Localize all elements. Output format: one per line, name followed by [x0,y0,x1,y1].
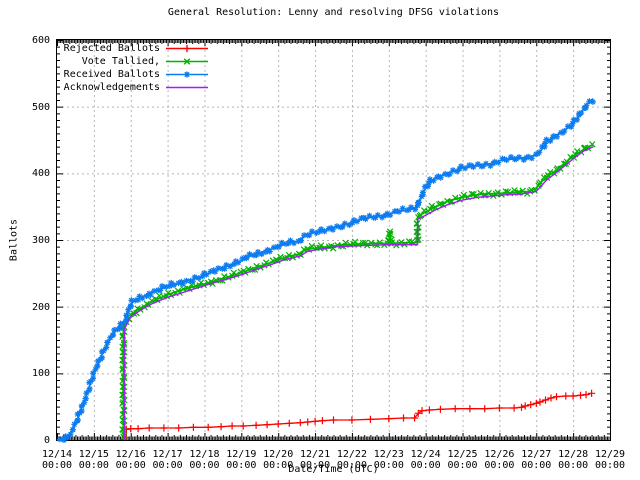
x-tick-time: 00:00 [410,460,441,471]
x-tick-date: 12/15 [78,449,109,460]
y-axis-ticks-right [604,40,610,441]
legend-label-received: Received Ballots [63,69,160,80]
legend-sample-rejected [165,42,209,55]
x-tick-date: 12/18 [189,449,220,460]
y-tick-label: 100 [31,368,50,380]
x-tick-date: 12/24 [410,449,441,460]
legend-label-rejected: Rejected Ballots [63,43,160,54]
series-line-rejected [125,392,592,440]
legend: Rejected Ballots Vote Tallied, Received Ba… [60,42,209,94]
y-axis-ticks-left [57,40,63,441]
x-tick-time: 00:00 [41,460,73,471]
series-line-received [56,98,594,441]
plot-border [56,39,611,441]
x-tick-time: 00:00 [558,460,589,471]
y-tick-label: 500 [31,101,50,113]
x-tick-time: 00:00 [300,460,331,471]
legend-label-acknowledgements: Acknowledgements [63,82,160,93]
legend-sample-tallied [165,55,209,68]
series-line-tallied [122,143,594,440]
x-axis-ticks-bottom [57,433,611,440]
x-tick-time: 00:00 [152,460,183,471]
legend-row-rejected: Rejected Ballots [60,42,209,55]
x-tick-time: 00:00 [115,460,146,471]
x-tick-date: 12/25 [447,449,478,460]
x-tick-date: 12/23 [373,449,404,460]
series-markers-received [57,98,596,443]
x-tick-date: 12/17 [152,449,183,460]
y-tick-label: 600 [31,35,50,46]
x-axis-title: Date/Time (UTC) [288,464,379,475]
y-tick-label: 200 [31,301,50,313]
x-tick-date: 12/19 [226,449,257,460]
y-tick-label: 300 [31,235,50,246]
legend-sample-acknowledgements [165,81,209,94]
x-tick-date: 12/22 [336,449,367,460]
chart-title: General Resolution: Lenny and resolving … [167,7,500,18]
x-tick-date: 12/20 [263,449,294,460]
x-tick-time: 00:00 [189,460,220,471]
x-tick-time: 00:00 [263,460,294,471]
x-tick-time: 00:00 [336,460,367,471]
x-tick-date: 12/16 [115,449,146,460]
y-tick-label: 0 [43,435,50,446]
x-axis-ticks-top [57,40,611,46]
legend-sample-received [165,68,209,81]
x-tick-time: 00:00 [373,460,404,471]
x-tick-date: 12/29 [594,449,626,460]
legend-row-acknowledgements: Acknowledgements [60,81,209,94]
series-markers-rejected [122,389,596,433]
x-tick-time: 00:00 [226,460,257,471]
x-tick-date: 12/27 [521,449,552,460]
x-tick-date: 12/28 [558,449,589,460]
legend-row-received: Received Ballots [60,68,209,81]
x-tick-date: 12/14 [41,449,73,460]
y-tick-label: 400 [31,168,50,180]
x-tick-time: 00:00 [447,460,478,471]
legend-label-tallied: Vote Tallied, [81,56,160,67]
legend-row-tallied: Vote Tallied, [60,55,209,68]
x-tick-time: 00:00 [594,460,626,471]
x-tick-time: 00:00 [484,460,515,471]
x-tick-date: 12/21 [300,449,331,460]
x-tick-date: 12/26 [484,449,515,460]
series-line-acknowledgements [123,146,594,440]
x-tick-time: 00:00 [78,460,109,471]
x-tick-time: 00:00 [521,460,552,471]
